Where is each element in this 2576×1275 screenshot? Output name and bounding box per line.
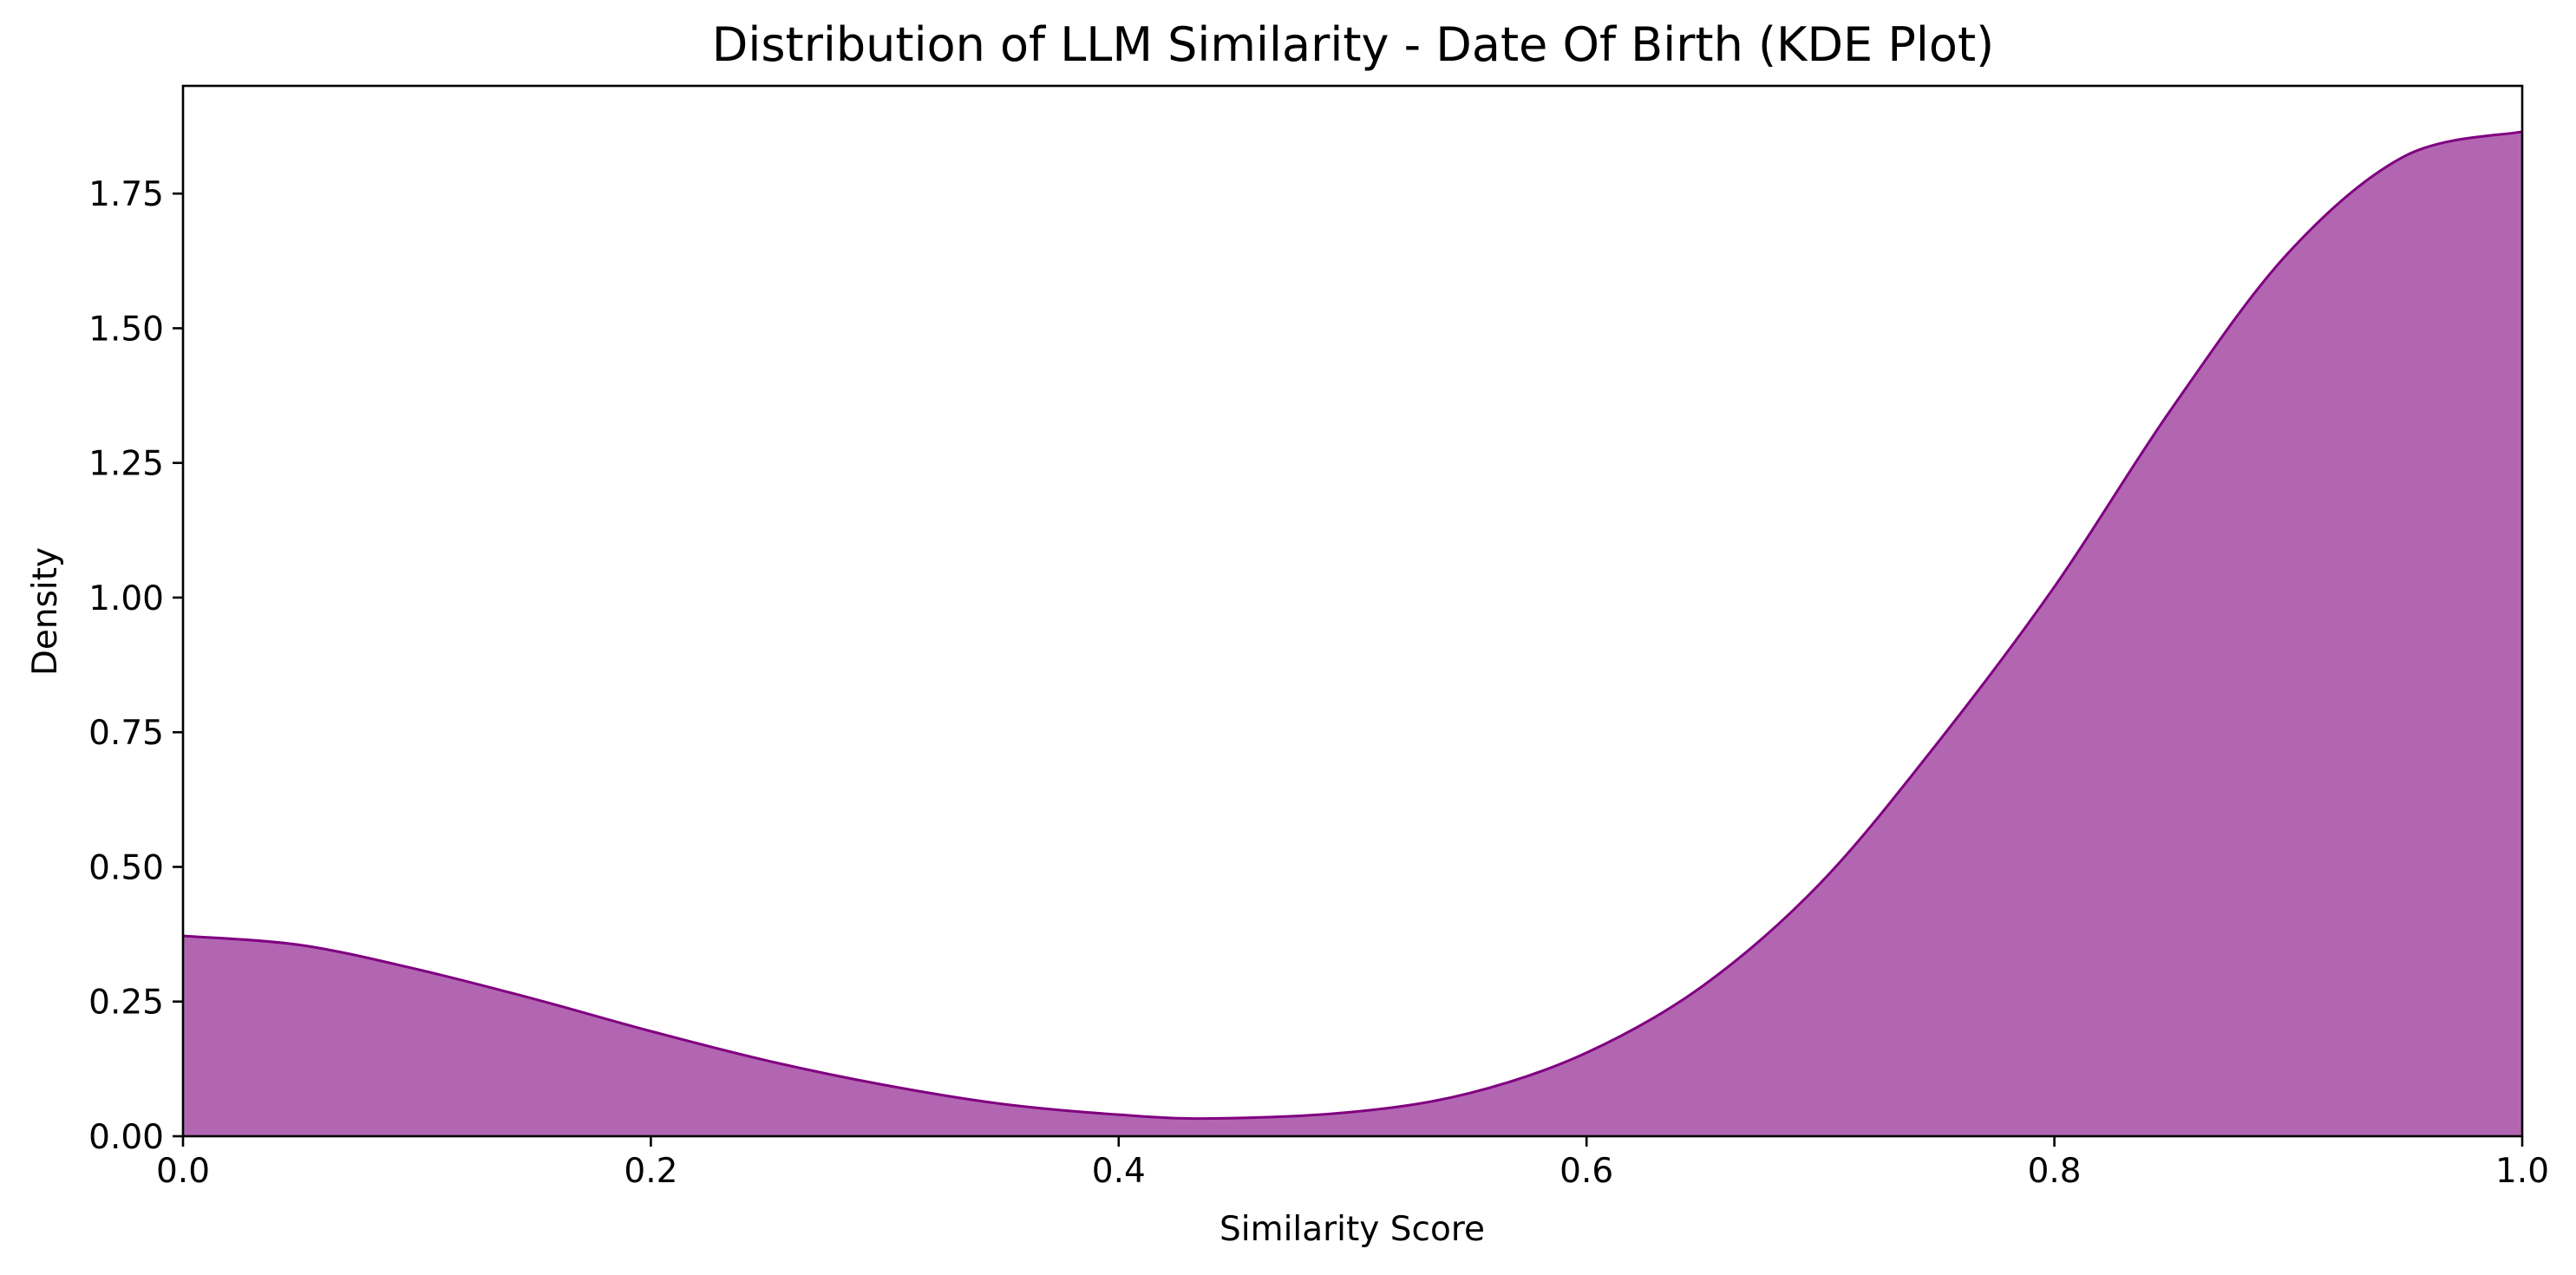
x-tick-label: 0.0 bbox=[156, 1152, 210, 1191]
y-tick-label: 0.75 bbox=[88, 714, 164, 753]
y-tick-label: 1.50 bbox=[88, 310, 164, 349]
y-tick-label: 0.50 bbox=[88, 848, 164, 887]
x-axis: 0.0 0.2 0.4 0.6 0.8 1.0 bbox=[156, 1136, 2549, 1191]
x-tick-label: 0.4 bbox=[1092, 1152, 1146, 1191]
x-tick-label: 0.8 bbox=[2028, 1152, 2082, 1191]
y-axis: 0.00 0.25 0.50 0.75 1.00 1.25 1.50 1.75 bbox=[88, 175, 183, 1157]
y-tick-label: 0.00 bbox=[88, 1118, 164, 1157]
kde-area-0 bbox=[183, 131, 2522, 1136]
x-tick-label: 0.2 bbox=[624, 1152, 677, 1191]
kde-line-0 bbox=[182, 130, 2523, 1121]
plot-frame bbox=[181, 84, 2524, 1138]
y-tick-label: 1.00 bbox=[88, 579, 164, 618]
y-tick-label: 0.25 bbox=[88, 984, 164, 1023]
y-axis-label: Density bbox=[26, 547, 65, 676]
plot-area bbox=[182, 130, 2523, 1136]
x-tick-label: 1.0 bbox=[2495, 1152, 2549, 1191]
y-tick-label: 1.25 bbox=[88, 445, 164, 484]
x-tick-label: 0.6 bbox=[1559, 1152, 1613, 1191]
y-tick-label: 1.75 bbox=[88, 175, 164, 214]
x-axis-label: Similarity Score bbox=[1219, 1210, 1485, 1249]
chart-title: Distribution of LLM Similarity - Date Of… bbox=[712, 17, 1994, 72]
